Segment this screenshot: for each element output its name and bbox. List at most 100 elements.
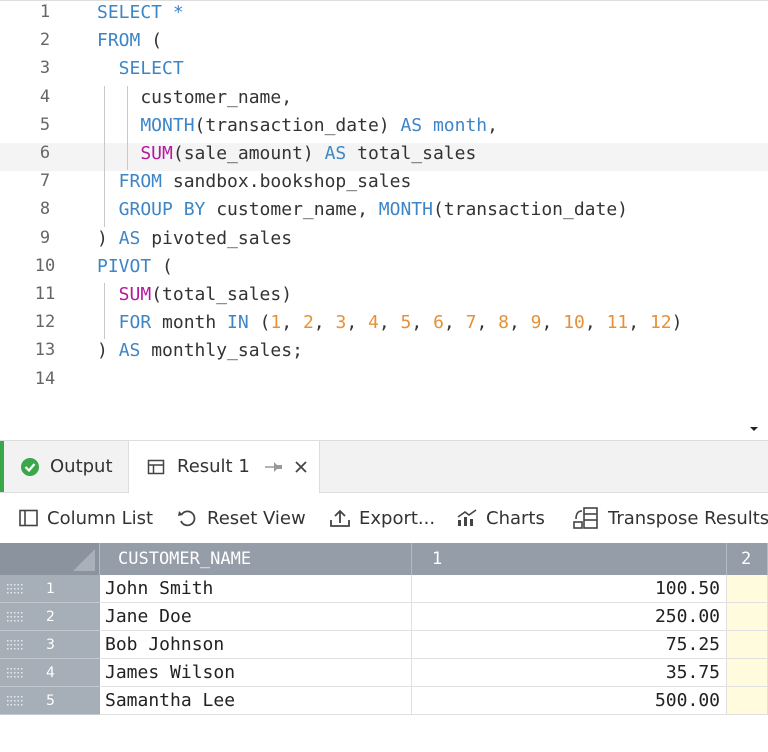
button-label: Charts bbox=[486, 507, 545, 529]
cell bbox=[727, 575, 768, 603]
line-number: 7 bbox=[39, 171, 51, 192]
active-tab-bg bbox=[128, 441, 320, 493]
reset-view-button[interactable]: Reset View bbox=[177, 493, 306, 543]
code-token: , bbox=[378, 312, 401, 334]
code-token: 4 bbox=[368, 312, 379, 334]
code-token: (total_sales) bbox=[151, 284, 293, 305]
code-token: 6 bbox=[433, 312, 444, 334]
code-token: month bbox=[151, 312, 228, 334]
line-number: 13 bbox=[34, 340, 56, 361]
code-token: 12 bbox=[649, 312, 672, 334]
code-editor[interactable]: 14 13) AS monthly_sales; 12 FOR month IN (… bbox=[0, 0, 768, 420]
indent-guide bbox=[104, 283, 105, 339]
dot bbox=[7, 676, 9, 678]
corner-cell bbox=[0, 543, 100, 575]
code-line: 7 FROM sandbox.bookshop_sales bbox=[0, 171, 768, 199]
transpose-button[interactable]: Transpose Results bbox=[572, 493, 768, 543]
dot bbox=[10, 620, 12, 622]
drag-handle[interactable] bbox=[6, 667, 26, 679]
dot bbox=[21, 700, 23, 702]
code-token: FROM bbox=[97, 171, 163, 193]
indent-guide bbox=[104, 86, 105, 227]
drag-handle[interactable] bbox=[6, 639, 26, 651]
dot bbox=[21, 584, 23, 586]
cell: John Smith bbox=[100, 575, 412, 603]
code-line: 4 customer_name, bbox=[0, 87, 768, 115]
result-tab[interactable]: Result 1 bbox=[147, 441, 308, 492]
code-token: monthly_sales; bbox=[140, 340, 303, 362]
dot bbox=[17, 704, 19, 706]
cell bbox=[727, 659, 768, 687]
code-token: SELECT bbox=[97, 58, 184, 80]
cell: 75.25 bbox=[412, 631, 727, 659]
code-token: 10 bbox=[563, 312, 585, 334]
dot bbox=[10, 676, 12, 678]
drag-handle[interactable] bbox=[6, 611, 26, 623]
row-number: 5 bbox=[46, 693, 55, 709]
tab-label: Result 1 bbox=[177, 456, 250, 477]
corner-triangle bbox=[73, 549, 95, 571]
export-button[interactable]: Export... bbox=[329, 493, 435, 543]
cell: 35.75 bbox=[412, 659, 727, 687]
dot bbox=[7, 612, 9, 614]
dot bbox=[17, 588, 19, 590]
dot bbox=[7, 696, 9, 698]
output-tab[interactable]: Output bbox=[20, 441, 113, 492]
dot bbox=[7, 648, 9, 650]
dot bbox=[7, 592, 9, 594]
dot bbox=[21, 672, 23, 674]
row-number: 2 bbox=[46, 609, 55, 625]
code-token: SUM bbox=[97, 284, 152, 305]
code-text: SUM(sale_amount) AS total_sales bbox=[97, 143, 476, 164]
dot bbox=[17, 648, 19, 650]
code-text: FROM sandbox.bookshop_sales bbox=[97, 171, 412, 193]
code-text: ) AS monthly_sales; bbox=[97, 340, 303, 361]
dot bbox=[14, 676, 16, 678]
code-token: 7 bbox=[465, 312, 477, 334]
column-header: 1 bbox=[412, 543, 727, 575]
pin-icon[interactable] bbox=[264, 460, 284, 474]
column-header: CUSTOMER_NAME bbox=[100, 543, 412, 575]
code-line: 12 FOR month IN (1, 2, 3, 4, 5, 6, 7, 8,… bbox=[0, 312, 768, 340]
dropdown-arrow[interactable] bbox=[748, 425, 760, 433]
splitter bbox=[0, 420, 768, 441]
code-token: AS bbox=[324, 143, 347, 164]
line-number: 3 bbox=[39, 58, 51, 79]
code-token: SUM bbox=[97, 143, 173, 164]
line-number: 12 bbox=[34, 312, 56, 333]
line-number: 6 bbox=[39, 143, 51, 163]
code-token: ( bbox=[248, 312, 271, 334]
dot bbox=[14, 612, 16, 614]
drag-handle[interactable] bbox=[6, 695, 26, 707]
dot bbox=[21, 592, 23, 594]
dot bbox=[14, 668, 16, 670]
code-text: ) AS pivoted_sales bbox=[97, 228, 292, 249]
column-list-button[interactable]: Column List bbox=[19, 493, 153, 543]
code-token: PIVOT bbox=[97, 255, 152, 277]
code-token: , bbox=[411, 312, 434, 334]
charts-button[interactable]: Charts bbox=[456, 493, 545, 543]
line-number: 10 bbox=[34, 255, 56, 276]
dot bbox=[21, 616, 23, 618]
cell bbox=[727, 603, 768, 631]
row-header: 3 bbox=[0, 631, 100, 659]
code-token: 9 bbox=[530, 312, 542, 334]
close-icon[interactable] bbox=[294, 460, 308, 474]
code-token: , bbox=[476, 312, 499, 334]
drag-handle[interactable] bbox=[6, 583, 26, 595]
code-token: total_sales bbox=[346, 143, 477, 164]
dot bbox=[17, 620, 19, 622]
line-number: 9 bbox=[39, 227, 51, 248]
active-indicator bbox=[0, 441, 4, 492]
code-token: , bbox=[584, 312, 607, 334]
code-token: (transaction_date) bbox=[432, 199, 629, 221]
code-token: 5 bbox=[400, 312, 412, 334]
code-line: 5 MONTH(transaction_date) AS month, bbox=[0, 115, 768, 143]
dot bbox=[7, 616, 9, 618]
dot bbox=[14, 696, 16, 698]
code-token: FROM bbox=[97, 30, 141, 52]
dot bbox=[14, 640, 16, 642]
button-label: Transpose Results bbox=[608, 507, 768, 529]
dot bbox=[10, 616, 12, 618]
code-text: FOR month IN (1, 2, 3, 4, 5, 6, 7, 8, 9,… bbox=[97, 312, 683, 334]
